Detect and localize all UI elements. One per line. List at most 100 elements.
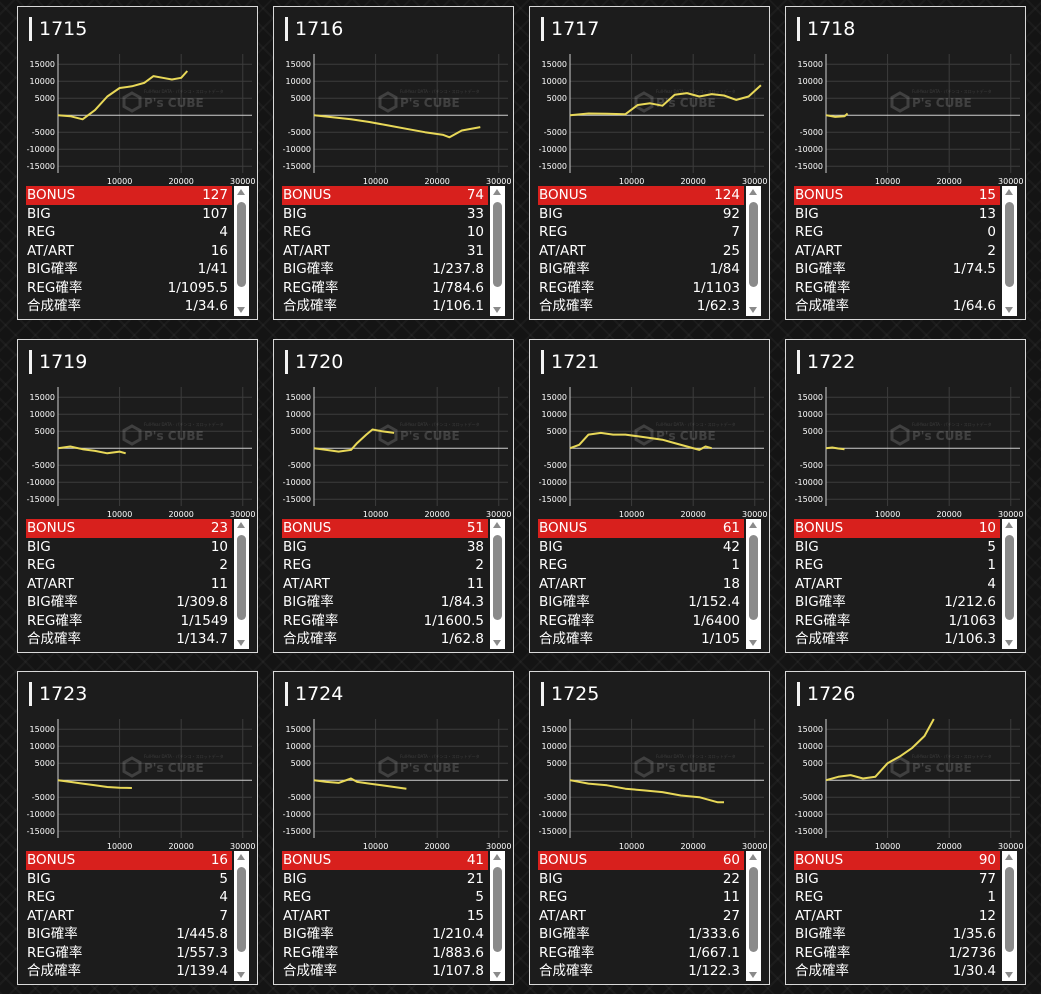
y-tick-label: 5000 — [803, 94, 823, 103]
stat-value: 0 — [987, 224, 996, 240]
stat-label: BIG — [283, 870, 307, 887]
scroll-down-arrow-icon[interactable] — [1005, 307, 1013, 313]
y-tick-label: -10000 — [283, 810, 311, 819]
scroll-up-arrow-icon[interactable] — [237, 854, 245, 860]
x-tick-label: 10000 — [875, 177, 900, 186]
stat-label: BIG — [539, 870, 563, 887]
scroll-down-arrow-icon[interactable] — [1005, 972, 1013, 978]
machine-card[interactable]: 1721 10000 20000 30000 15000 10000 5000 -5000 -1… — [529, 339, 770, 653]
balance-chart: 10000 20000 30000 15000 10000 5000 -5000 -10000… — [788, 378, 1023, 520]
scroll-thumb[interactable] — [749, 535, 758, 620]
stat-row: REG確率 1/6400 — [538, 612, 744, 631]
scroll-up-arrow-icon[interactable] — [749, 854, 757, 860]
scroll-down-arrow-icon[interactable] — [237, 307, 245, 313]
scroll-up-arrow-icon[interactable] — [493, 854, 501, 860]
stat-label: BIG — [283, 205, 307, 222]
stat-row: BIG 92 — [538, 205, 744, 224]
stat-row: 合成確率 1/62.3 — [538, 297, 744, 316]
stats-scrollbar[interactable] — [490, 186, 505, 316]
stats-scrollbar[interactable] — [234, 851, 249, 981]
stat-label: BIG — [539, 538, 563, 555]
machine-card[interactable]: 1724 10000 20000 30000 15000 10000 5000 -5000 -1… — [273, 671, 514, 985]
stats-scrollbar[interactable] — [746, 186, 761, 316]
stat-value: 41 — [466, 852, 484, 868]
scroll-thumb[interactable] — [1005, 535, 1014, 620]
machine-card[interactable]: 1717 10000 20000 30000 15000 10000 5000 -5000 -1… — [529, 6, 770, 320]
machine-card[interactable]: 1720 10000 20000 30000 15000 10000 5000 -5000 -1… — [273, 339, 514, 653]
scroll-down-arrow-icon[interactable] — [749, 307, 757, 313]
machine-card[interactable]: 1716 10000 20000 30000 15000 10000 5000 -5000 -1… — [273, 6, 514, 320]
machine-card[interactable]: 1722 10000 20000 30000 15000 10000 5000 -5000 -1… — [785, 339, 1026, 653]
bonus-row: BONUS 127 — [26, 186, 232, 205]
y-tick-label: -5000 — [800, 461, 823, 470]
scroll-down-arrow-icon[interactable] — [493, 307, 501, 313]
stats-scrollbar[interactable] — [1002, 851, 1017, 981]
scroll-up-arrow-icon[interactable] — [749, 189, 757, 195]
stat-row: REG確率 1/1103 — [538, 279, 744, 298]
stat-value: 124 — [714, 187, 740, 203]
scroll-up-arrow-icon[interactable] — [1005, 854, 1013, 860]
scroll-down-arrow-icon[interactable] — [1005, 640, 1013, 646]
stats-scrollbar[interactable] — [490, 519, 505, 649]
machine-card[interactable]: 1715 10000 20000 30000 15000 10000 5000 -5000 -1… — [17, 6, 258, 320]
stat-row: BIG確率 1/152.4 — [538, 593, 744, 612]
scroll-down-arrow-icon[interactable] — [493, 972, 501, 978]
stats-scrollbar[interactable] — [746, 851, 761, 981]
scroll-down-arrow-icon[interactable] — [749, 640, 757, 646]
scroll-up-arrow-icon[interactable] — [1005, 189, 1013, 195]
y-tick-label: -15000 — [27, 827, 55, 836]
scroll-thumb[interactable] — [1005, 202, 1014, 287]
stats-scrollbar[interactable] — [746, 519, 761, 649]
bonus-row: BONUS 74 — [282, 186, 488, 205]
y-tick-label: 10000 — [542, 742, 567, 751]
x-tick-label: 30000 — [230, 510, 255, 519]
scroll-thumb[interactable] — [749, 202, 758, 287]
stats-scrollbar[interactable] — [234, 519, 249, 649]
y-tick-label: 10000 — [542, 77, 567, 86]
scroll-up-arrow-icon[interactable] — [493, 189, 501, 195]
scroll-down-arrow-icon[interactable] — [237, 972, 245, 978]
stats-scrollbar[interactable] — [234, 186, 249, 316]
scroll-thumb[interactable] — [237, 202, 246, 287]
scroll-thumb[interactable] — [493, 867, 502, 952]
y-tick-label: 10000 — [286, 742, 311, 751]
scroll-up-arrow-icon[interactable] — [237, 189, 245, 195]
scroll-up-arrow-icon[interactable] — [1005, 522, 1013, 528]
stats-scrollbar[interactable] — [490, 851, 505, 981]
scroll-thumb[interactable] — [237, 535, 246, 620]
stat-label: REG — [27, 224, 56, 240]
scroll-down-arrow-icon[interactable] — [493, 640, 501, 646]
scroll-up-arrow-icon[interactable] — [493, 522, 501, 528]
machine-card[interactable]: 1719 10000 20000 30000 15000 10000 5000 -5000 -1… — [17, 339, 258, 653]
machine-card[interactable]: 1726 10000 20000 30000 15000 10000 5000 -5000 -1… — [785, 671, 1026, 985]
scroll-up-arrow-icon[interactable] — [749, 522, 757, 528]
machine-number: 1725 — [541, 682, 599, 706]
stats-scrollbar[interactable] — [1002, 519, 1017, 649]
scroll-thumb[interactable] — [493, 535, 502, 620]
scroll-thumb[interactable] — [749, 867, 758, 952]
stat-row: 合成確率 1/34.6 — [26, 297, 232, 316]
y-tick-label: -10000 — [795, 478, 823, 487]
scroll-up-arrow-icon[interactable] — [237, 522, 245, 528]
balance-chart: 10000 20000 30000 15000 10000 5000 -5000 -10000… — [532, 45, 767, 187]
stats-table: BONUS 74 BIG 33 REG 10 AT/ART 31 BIG確率 1/237.8 REG… — [282, 186, 506, 316]
stat-row: BIG 42 — [538, 538, 744, 557]
scroll-thumb[interactable] — [1005, 867, 1014, 952]
stat-row: BIG確率 1/210.4 — [282, 925, 488, 944]
machine-card[interactable]: 1718 10000 20000 30000 15000 10000 5000 -5000 -1… — [785, 6, 1026, 320]
stat-label: 合成確率 — [539, 298, 593, 314]
stat-label: AT/ART — [539, 907, 586, 924]
scroll-thumb[interactable] — [493, 202, 502, 287]
watermark-text: P's CUBE — [400, 96, 460, 110]
stat-value: 38 — [466, 538, 484, 555]
stat-label: BIG確率 — [27, 261, 78, 277]
scroll-down-arrow-icon[interactable] — [749, 972, 757, 978]
stat-row: 合成確率 1/64.6 — [794, 297, 1000, 316]
stats-scrollbar[interactable] — [1002, 186, 1017, 316]
y-tick-label: -10000 — [539, 145, 567, 154]
machine-card[interactable]: 1725 10000 20000 30000 15000 10000 5000 -5000 -1… — [529, 671, 770, 985]
machine-card[interactable]: 1723 10000 20000 30000 15000 10000 5000 -5000 -1… — [17, 671, 258, 985]
stat-value: 33 — [466, 205, 484, 222]
scroll-down-arrow-icon[interactable] — [237, 640, 245, 646]
scroll-thumb[interactable] — [237, 867, 246, 952]
